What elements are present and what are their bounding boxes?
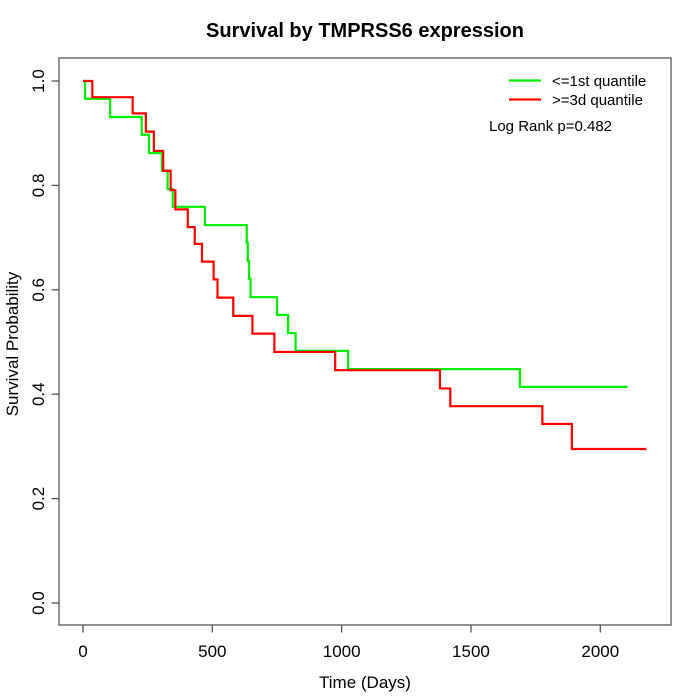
x-tick-label: 500 (198, 642, 226, 661)
y-tick-label: 1.0 (29, 69, 48, 93)
y-tick-label: 0.8 (29, 174, 48, 198)
x-tick-label: 1500 (452, 642, 490, 661)
log-rank-annotation: Log Rank p=0.482 (489, 118, 612, 135)
y-tick-label: 0.0 (29, 591, 48, 615)
plot-box (58, 57, 672, 626)
y-tick-label: 0.2 (29, 487, 48, 511)
legend: <=1st quantile >=3d quantile Log Rank p=… (489, 73, 646, 135)
y-tick-label: 0.6 (29, 278, 48, 302)
survival-curve-low-expression (83, 79, 628, 388)
chart-title: Survival by TMPRSS6 expression (206, 20, 524, 42)
legend-label-low-expression: <=1st quantile (552, 73, 646, 90)
legend-label-high-expression: >=3d quantile (552, 92, 643, 109)
x-tick-label: 0 (78, 642, 87, 661)
y-axis-label: Survival Probability (3, 271, 22, 416)
survival-curve-high-expression (83, 79, 647, 451)
x-tick-label: 1000 (323, 642, 361, 661)
y-tick-label: 0.4 (29, 382, 48, 406)
plot-area: 0 500 1000 1500 2000 0.0 0.2 0.4 0.6 0.8 1.0 (29, 69, 647, 661)
x-tick-label: 2000 (581, 642, 619, 661)
x-axis-label: Time (Days) (319, 673, 411, 692)
